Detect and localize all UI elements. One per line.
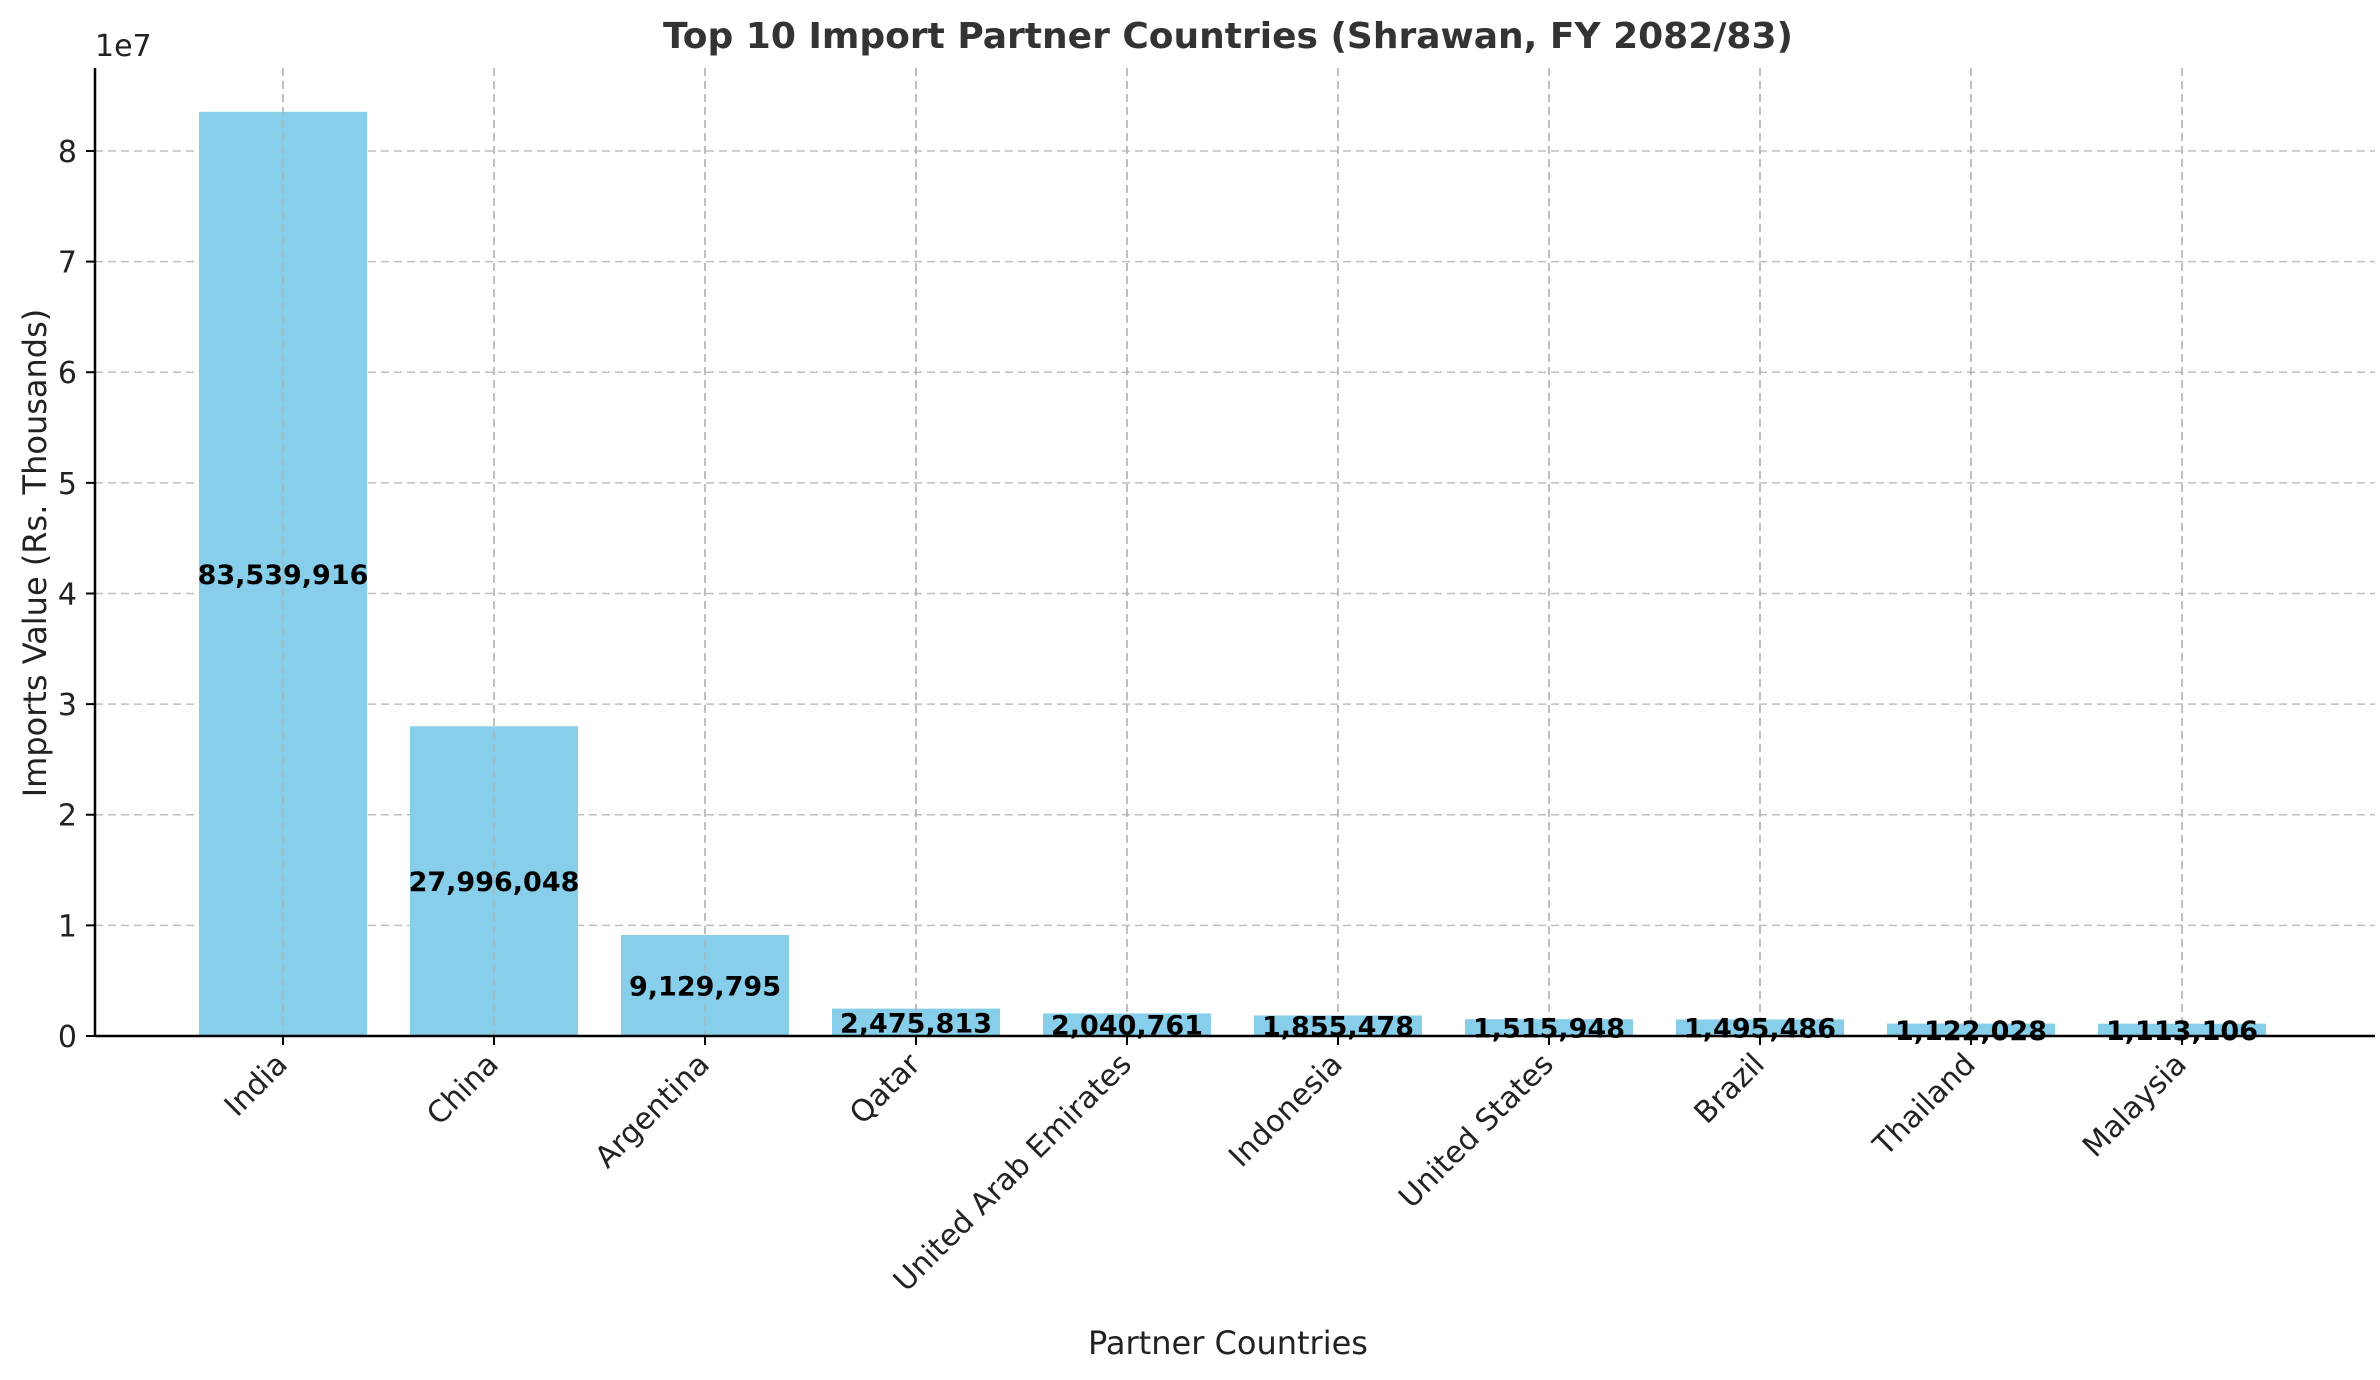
bar-united-states bbox=[1465, 1019, 1633, 1036]
x-tick-label: Malaysia bbox=[2076, 1047, 2193, 1164]
chart-title: Top 10 Import Partner Countries (Shrawan… bbox=[663, 16, 1793, 57]
bar-indonesia bbox=[1254, 1015, 1422, 1036]
y-axis-offset-text: 1e7 bbox=[95, 29, 152, 64]
y-tick-label: 3 bbox=[58, 688, 77, 723]
y-tick-label: 5 bbox=[58, 467, 77, 502]
y-tick-label: 4 bbox=[58, 577, 77, 612]
bar-value-label: 83,539,916 bbox=[198, 560, 369, 591]
y-tick-label: 6 bbox=[58, 356, 77, 391]
y-axis-label: Imports Value (Rs. Thousands) bbox=[16, 309, 54, 798]
x-tick-label: Brazil bbox=[1688, 1047, 1772, 1131]
bar-value-label: 1,122,028 bbox=[1895, 1016, 2047, 1047]
bar-malaysia bbox=[2098, 1023, 2266, 1036]
x-tick-label: United States bbox=[1392, 1047, 1560, 1215]
y-tick-label: 7 bbox=[58, 246, 77, 281]
x-tick-label: China bbox=[420, 1047, 505, 1132]
bar-thailand bbox=[1887, 1023, 2055, 1036]
bar-value-label: 9,129,795 bbox=[629, 971, 781, 1002]
bar-value-label: 2,475,813 bbox=[840, 1008, 992, 1039]
x-tick-label: India bbox=[218, 1047, 295, 1124]
bar-value-label: 1,855,478 bbox=[1262, 1012, 1414, 1043]
y-tick-label: 2 bbox=[58, 799, 77, 834]
bar-value-label: 27,996,048 bbox=[409, 867, 580, 898]
x-tick-label: United Arab Emirates bbox=[887, 1047, 1139, 1299]
x-tick-label: Thailand bbox=[1866, 1047, 1983, 1164]
bar-brazil bbox=[1676, 1019, 1844, 1036]
bar-value-label: 1,113,106 bbox=[2106, 1016, 2258, 1047]
x-tick-label: Qatar bbox=[843, 1046, 928, 1131]
bar-value-labels: 83,539,916 27,996,048 9,129,795 2,475,813 2,… bbox=[198, 560, 2258, 1047]
y-tick-label: 8 bbox=[58, 135, 77, 170]
x-axis-label: Partner Countries bbox=[1088, 1324, 1368, 1362]
bar-value-label: 2,040,761 bbox=[1051, 1011, 1203, 1042]
bars bbox=[199, 68, 2266, 1037]
x-tick-label: Argentina bbox=[588, 1047, 716, 1175]
bar-value-label: 1,515,948 bbox=[1473, 1014, 1625, 1045]
y-tick-label: 1 bbox=[58, 909, 77, 944]
y-tick-label: 0 bbox=[58, 1020, 77, 1055]
x-tick-label: Indonesia bbox=[1222, 1047, 1349, 1174]
bar-value-label: 1,495,486 bbox=[1684, 1014, 1836, 1045]
